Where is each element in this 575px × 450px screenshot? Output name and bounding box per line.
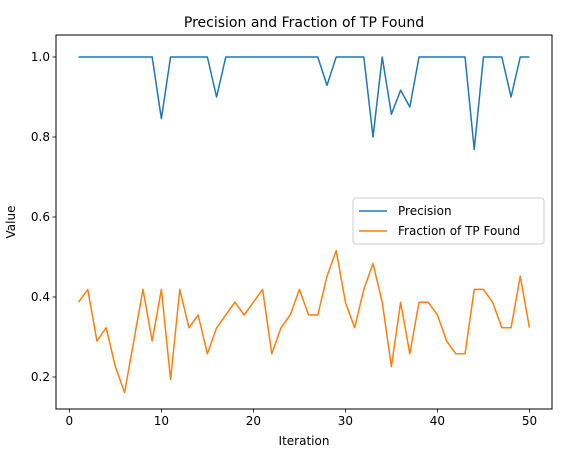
chart-title: Precision and Fraction of TP Found xyxy=(184,15,424,31)
x-tick-label: 0 xyxy=(66,414,74,428)
plot-area xyxy=(77,56,531,394)
x-tick-label: 50 xyxy=(522,414,537,428)
y-axis-label: Value xyxy=(4,206,18,239)
legend: Precision Fraction of TP Found xyxy=(352,197,545,245)
y-tick-label: 0.8 xyxy=(31,130,50,144)
x-tick-label: 10 xyxy=(154,414,169,428)
y-tick-label: 0.6 xyxy=(31,210,50,224)
y-axis: 0.2 0.4 0.6 0.8 1.0 xyxy=(31,50,56,384)
y-tick-label: 1.0 xyxy=(31,50,50,64)
y-tick-label: 0.2 xyxy=(31,370,50,384)
x-axis: 0 10 20 30 40 50 xyxy=(66,409,537,428)
x-tick-label: 20 xyxy=(246,414,261,428)
x-tick-label: 30 xyxy=(338,414,353,428)
legend-label-0: Precision xyxy=(398,204,452,218)
series-line-0 xyxy=(78,56,530,151)
legend-label-1: Fraction of TP Found xyxy=(398,224,520,238)
y-tick-label: 0.4 xyxy=(31,290,50,304)
x-tick-label: 40 xyxy=(430,414,445,428)
x-axis-label: Iteration xyxy=(279,434,330,448)
plot-frame xyxy=(55,34,553,410)
legend-frame xyxy=(352,197,545,245)
series-line-1 xyxy=(77,249,531,394)
